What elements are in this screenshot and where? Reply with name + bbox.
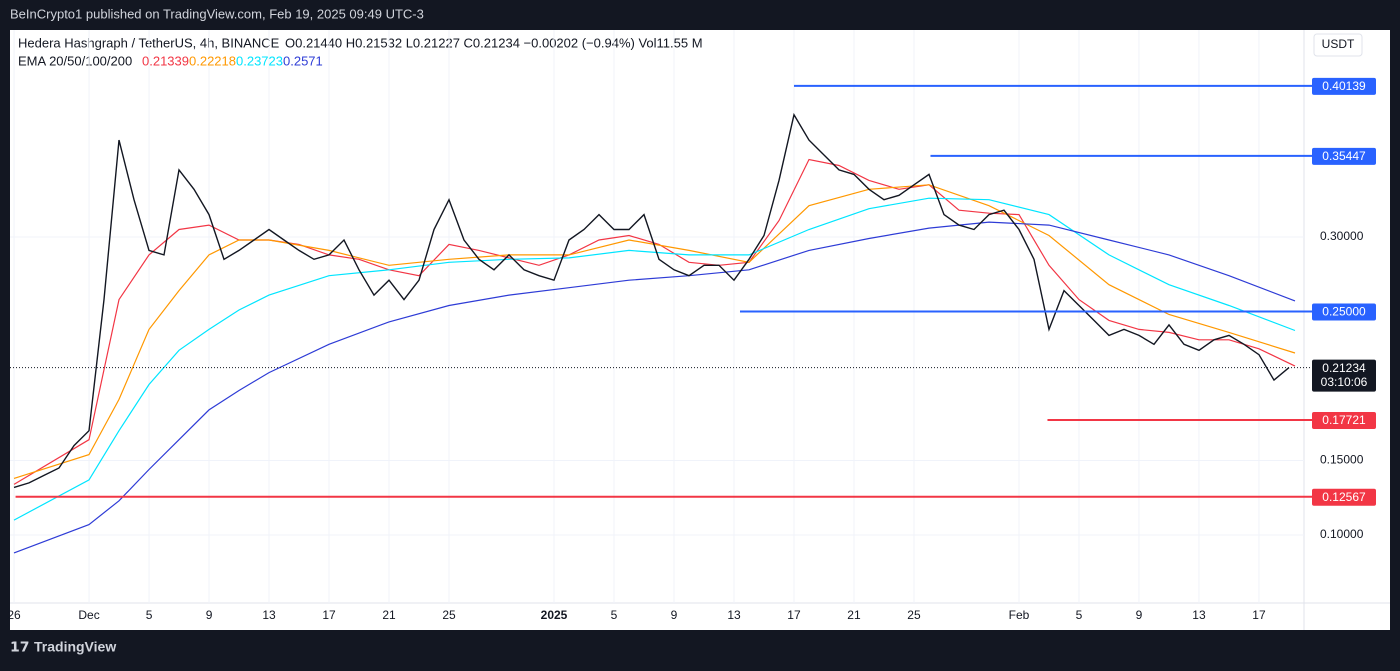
ema-label: EMA 20/50/100/200 <box>18 53 132 68</box>
legend-value: 0.23723 <box>236 53 283 68</box>
x-tick-label: 5 <box>146 608 153 622</box>
level-box <box>1312 303 1376 321</box>
x-tick-label: 13 <box>1192 608 1206 622</box>
ohlc: O0.21440 H0.21532 L0.21227 C0.21234 −0.0… <box>285 35 703 50</box>
x-tick-label: 25 <box>907 608 921 622</box>
y-tick-label: 0.10000 <box>1320 527 1364 541</box>
last-price: 0.21234 <box>1322 361 1366 375</box>
x-tick-label: 17 <box>1252 608 1266 622</box>
line <box>13 221 1296 554</box>
countdown: 03:10:06 <box>1321 375 1368 389</box>
brand: TradingView <box>34 639 116 655</box>
x-tick-label: 5 <box>611 608 618 622</box>
legend-value: 0.21339 <box>142 53 189 68</box>
x-tick-label: 26 <box>7 608 21 622</box>
level-label: 0.17721 <box>1322 413 1366 427</box>
x-tick-label: Feb <box>1009 608 1030 622</box>
publisher: BeInCrypto1 published on TradingView.com… <box>10 6 424 21</box>
line <box>13 197 1296 521</box>
brand-logo: 𝟭𝟳 <box>10 639 29 655</box>
x-tick-label: 13 <box>727 608 741 622</box>
level-label: 0.25000 <box>1322 305 1366 319</box>
x-tick-label: 5 <box>1076 608 1083 622</box>
level-label: 0.12567 <box>1322 490 1366 504</box>
level-label: 0.40139 <box>1322 79 1366 93</box>
chart-panel <box>10 30 1390 630</box>
y-tick-label: 0.15000 <box>1320 453 1364 467</box>
x-tick-label: 2025 <box>541 608 568 622</box>
last-price-box <box>1312 359 1376 392</box>
x-tick-label: 25 <box>442 608 456 622</box>
currency-box[interactable] <box>1313 33 1363 57</box>
level-box <box>1312 411 1376 429</box>
level-box <box>1312 77 1376 95</box>
y-tick-label: 0.30000 <box>1320 229 1364 243</box>
x-tick-label: 9 <box>1136 608 1143 622</box>
x-tick-label: 17 <box>322 608 336 622</box>
level-box <box>1312 147 1376 165</box>
x-tick-label: 17 <box>787 608 801 622</box>
legend-value: 0.2571 <box>283 53 323 68</box>
x-tick-label: 21 <box>847 608 861 622</box>
line <box>13 112 1290 489</box>
x-tick-label: 13 <box>262 608 276 622</box>
legend-value: 0.22218 <box>189 53 236 68</box>
x-tick-label: 9 <box>671 608 678 622</box>
level-label: 0.35447 <box>1322 149 1366 163</box>
x-tick-label: 9 <box>206 608 213 622</box>
level-box <box>1312 488 1376 506</box>
x-tick-label: 21 <box>382 608 396 622</box>
currency[interactable]: USDT <box>1322 37 1355 51</box>
line <box>13 184 1296 479</box>
x-tick-label: Dec <box>78 608 99 622</box>
